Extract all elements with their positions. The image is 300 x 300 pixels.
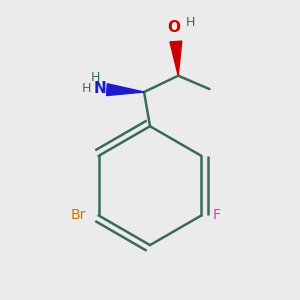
Text: H: H — [91, 71, 100, 84]
Text: H: H — [185, 16, 195, 29]
Text: Br: Br — [70, 208, 86, 222]
Text: H: H — [82, 82, 92, 95]
Text: F: F — [213, 208, 221, 222]
Polygon shape — [170, 41, 182, 76]
Polygon shape — [106, 84, 144, 96]
Text: N: N — [94, 81, 107, 96]
Text: O: O — [167, 20, 180, 35]
